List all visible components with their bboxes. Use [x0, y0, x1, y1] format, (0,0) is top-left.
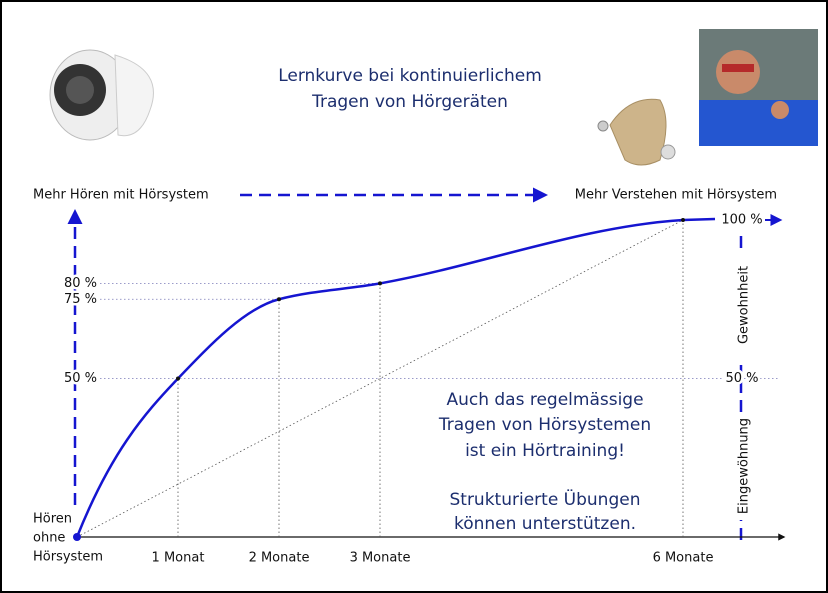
annotation-line: Strukturierte Übungen	[449, 488, 640, 510]
curve-point	[378, 281, 382, 286]
title-line: Tragen von Hörgeräten	[311, 92, 508, 112]
curve-point	[681, 218, 685, 222]
top-right-label: Mehr Verstehen mit Hörsystem	[575, 188, 777, 203]
x-tick-label: 6 Monate	[653, 551, 714, 566]
photo	[699, 29, 818, 146]
origin-label: ohne	[33, 531, 65, 546]
hearing-aid-icon	[597, 98, 676, 166]
annotation-line: Auch das regelmässige	[446, 390, 643, 410]
top-left-label: Mehr Hören mit Hörsystem	[33, 188, 209, 203]
x-tick-label: 3 Monate	[350, 551, 411, 566]
y-tick-label: 75 %	[64, 292, 97, 307]
right-axis-label: Eingewöhnung	[737, 418, 752, 514]
annotation-line: Tragen von Hörsystemen	[438, 415, 651, 435]
annotation-line: ist ein Hörtraining!	[465, 441, 625, 461]
learning-curve	[75, 217, 716, 538]
title-line: Lernkurve bei kontinuierlichem	[278, 66, 542, 86]
origin-label: Hörsystem	[33, 550, 103, 565]
x-tick-label: 1 Monat	[152, 551, 205, 566]
earbud-icon	[49, 49, 154, 141]
curve-point	[176, 376, 180, 381]
y2-tick-label: 100 %	[721, 213, 762, 228]
y-tick-label: 50 %	[64, 371, 97, 386]
y-tick-label: 80 %	[64, 276, 97, 291]
y2-tick-label: 50 %	[725, 371, 758, 386]
x-tick-label: 2 Monate	[249, 551, 310, 566]
right-axis-label: Gewohnheit	[737, 266, 752, 344]
curve-point	[73, 533, 81, 541]
annotation-line: können unterstützen.	[454, 514, 636, 534]
curve-point	[277, 297, 281, 302]
origin-label: Hören	[33, 512, 72, 527]
